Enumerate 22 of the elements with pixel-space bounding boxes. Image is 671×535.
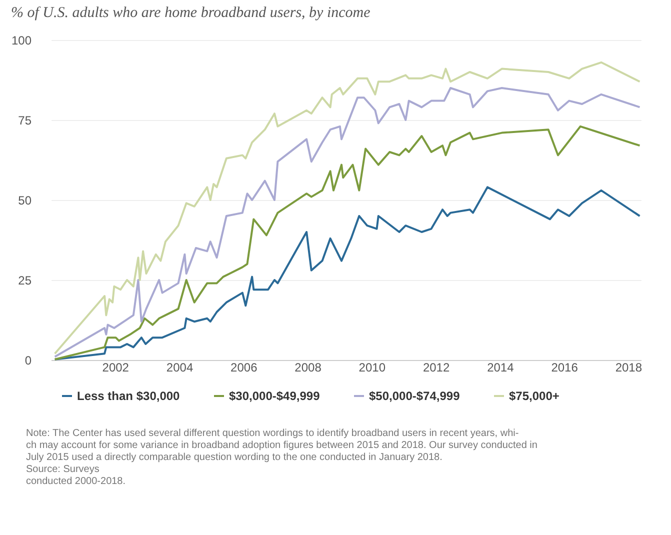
y-tick-label: 25: [18, 274, 32, 288]
y-tick-label: 100: [11, 34, 32, 48]
x-tick-label: 2014: [487, 360, 514, 374]
legend-label: Less than $30,000: [77, 389, 180, 403]
x-tick-label: 2006: [230, 360, 258, 374]
x-tick-label: 2012: [422, 360, 450, 374]
legend-label: $75,000+: [509, 389, 560, 403]
x-tick-label: 2016: [551, 360, 578, 374]
legend-label: $30,000-$49,999: [229, 389, 320, 403]
x-tick-label: 2010: [358, 360, 386, 374]
chart-title: % of U.S. adults who are home broadband users, by income: [10, 5, 371, 21]
text: Note: The Center has used several different question wordings to identify broadband users in recent years, whi- ch may account for some variance in broadband adoption figures between 2015 and 2018. Our survey conducted in July 2015 used a directly comparable question wording to the one conducted in January 2018.: [26, 428, 538, 463]
x-tick-label: 2008: [294, 360, 322, 374]
y-tick-label: 50: [18, 194, 32, 208]
x-tick-label: 2018: [615, 360, 642, 374]
y-tick-label: 75: [18, 114, 32, 128]
x-tick-label: 2004: [166, 360, 194, 374]
source-note: Source: Surveys conducted 2000-2018.: [26, 464, 126, 487]
y-tick-label: 0: [24, 354, 32, 368]
line-series: [54, 186, 641, 360]
x-tick-label: 2002: [102, 360, 130, 374]
legend-label: $50,000-$74,999: [369, 389, 460, 403]
